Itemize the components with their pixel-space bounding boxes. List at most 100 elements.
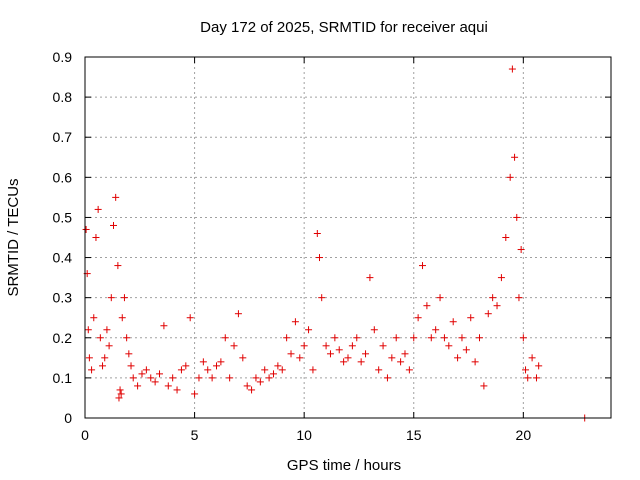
data-point xyxy=(186,314,194,322)
data-point xyxy=(191,390,199,398)
data-point xyxy=(92,234,100,241)
x-tick-label: 10 xyxy=(296,427,312,443)
data-point xyxy=(115,394,123,402)
x-tick-label: 15 xyxy=(406,427,422,443)
data-point xyxy=(353,334,361,342)
data-point xyxy=(375,366,383,374)
data-point xyxy=(467,314,475,322)
data-point xyxy=(515,294,523,302)
data-point xyxy=(397,358,405,366)
data-point xyxy=(156,370,164,378)
data-point xyxy=(204,366,212,374)
data-point xyxy=(123,334,131,342)
data-point xyxy=(118,314,126,322)
data-point xyxy=(432,326,440,334)
data-point xyxy=(142,366,150,374)
data-point xyxy=(348,342,356,350)
data-point xyxy=(497,274,505,282)
x-axis-label: GPS time / hours xyxy=(287,457,401,474)
data-point xyxy=(269,370,277,378)
data-point xyxy=(401,350,409,358)
data-point xyxy=(362,350,370,358)
data-point xyxy=(101,354,109,362)
plot-frame xyxy=(84,56,612,419)
data-point xyxy=(436,294,444,302)
data-point xyxy=(160,322,168,330)
data-point xyxy=(326,350,334,358)
data-point xyxy=(151,378,159,386)
data-point xyxy=(169,374,177,382)
data-point xyxy=(94,205,102,213)
data-point xyxy=(291,318,299,326)
data-point xyxy=(213,362,220,370)
data-point xyxy=(322,342,330,350)
data-point xyxy=(419,262,427,270)
data-point xyxy=(370,326,378,334)
chart-title: Day 172 of 2025, SRMTID for receiver aqu… xyxy=(200,19,488,36)
data-point xyxy=(134,382,142,390)
data-point xyxy=(177,366,185,374)
data-point xyxy=(454,354,462,362)
data-point xyxy=(423,302,431,310)
data-point xyxy=(107,294,115,302)
data-point xyxy=(103,326,111,334)
data-point xyxy=(199,358,207,366)
data-point xyxy=(147,374,155,382)
y-tick-label: 0.5 xyxy=(53,209,73,225)
data-point xyxy=(532,374,540,382)
data-point xyxy=(208,374,216,382)
data-point xyxy=(522,366,530,374)
data-point xyxy=(508,65,516,73)
data-point xyxy=(357,358,365,366)
data-point xyxy=(316,254,324,262)
data-point xyxy=(471,358,479,366)
data-point xyxy=(502,234,510,241)
y-tick-label: 0.6 xyxy=(53,169,73,185)
data-point xyxy=(410,334,418,342)
data-point xyxy=(125,350,133,358)
data-point xyxy=(116,386,124,394)
data-point xyxy=(535,362,543,370)
y-tick-label: 0.8 xyxy=(53,89,73,105)
data-point xyxy=(309,366,317,374)
data-point xyxy=(335,346,343,354)
data-point xyxy=(528,354,536,362)
data-point xyxy=(265,374,273,382)
data-point xyxy=(287,350,295,358)
data-point xyxy=(414,314,422,322)
data-point xyxy=(445,342,453,350)
data-point xyxy=(379,342,387,350)
data-point xyxy=(506,173,514,181)
data-point xyxy=(248,386,256,394)
y-tick-label: 0 xyxy=(64,410,72,426)
data-point xyxy=(239,354,247,362)
data-point xyxy=(313,229,321,237)
data-point xyxy=(344,354,352,362)
data-point xyxy=(99,362,107,370)
data-point xyxy=(524,374,532,382)
y-tick-label: 0.4 xyxy=(53,250,73,266)
y-axis-label: SRMTID / TECUs xyxy=(5,178,22,296)
data-point xyxy=(458,334,466,342)
data-point xyxy=(340,358,348,366)
data-point xyxy=(480,382,488,390)
data-point xyxy=(195,374,203,382)
y-tick-label: 0.9 xyxy=(53,49,73,65)
x-tick-label: 0 xyxy=(81,427,89,443)
data-point xyxy=(230,342,238,350)
data-point xyxy=(392,334,400,342)
data-point xyxy=(331,334,339,342)
data-point xyxy=(217,358,225,366)
data-point xyxy=(383,374,391,382)
data-point xyxy=(493,302,501,310)
grid xyxy=(85,57,611,418)
data-point xyxy=(85,354,93,362)
data-points xyxy=(82,65,589,422)
data-point xyxy=(96,334,104,342)
data-point xyxy=(173,386,181,394)
x-tick-label: 5 xyxy=(191,427,199,443)
data-point xyxy=(489,294,497,302)
data-point xyxy=(129,374,137,382)
data-point xyxy=(449,318,457,326)
data-point xyxy=(296,354,304,362)
